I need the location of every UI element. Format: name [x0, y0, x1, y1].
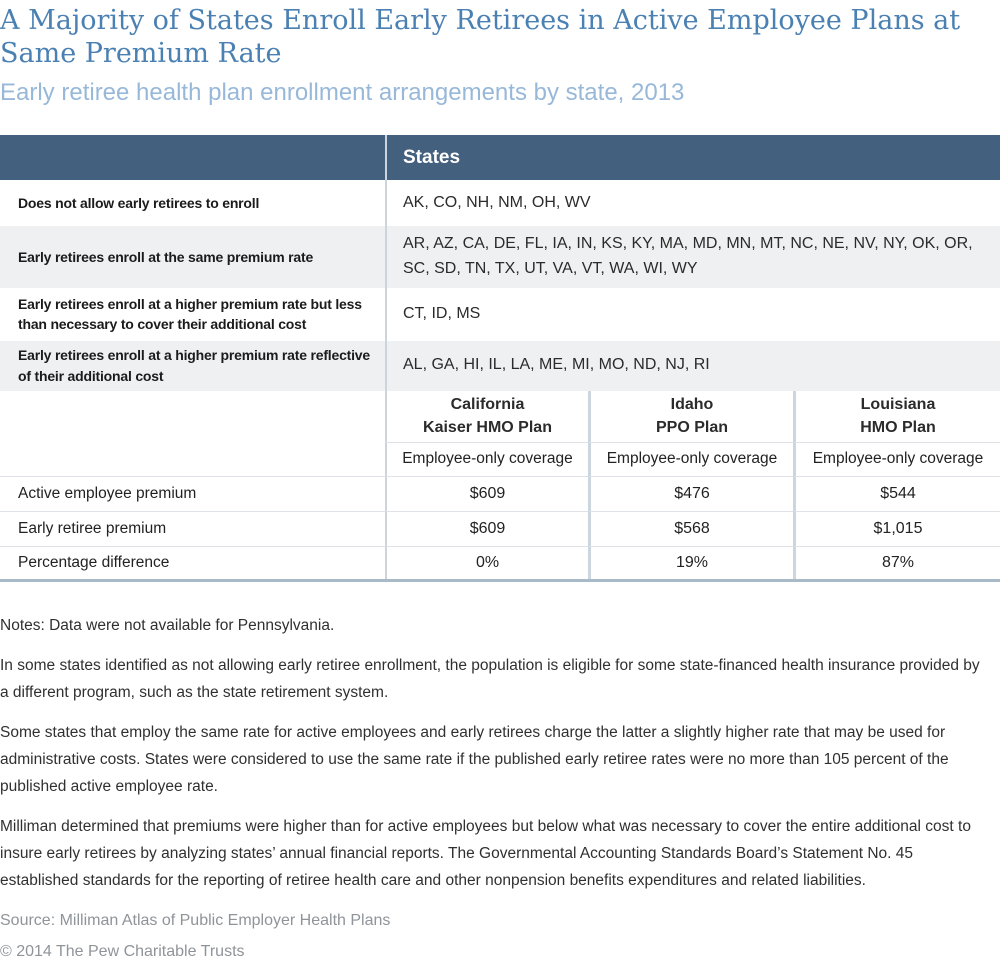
table-row: Does not allow early retirees to enroll …: [0, 180, 1000, 226]
enrollment-table: States Does not allow early retirees to …: [0, 135, 1000, 582]
coverage-cell: Employee-only coverage: [588, 441, 793, 476]
metric-label: Early retiree premium: [0, 510, 385, 546]
coverage-cell: Employee-only coverage: [793, 441, 1000, 476]
empty-cell: [0, 441, 385, 476]
category-label: Early retirees enroll at the same premiu…: [18, 248, 314, 265]
plan-name-california: California Kaiser HMO Plan: [385, 390, 588, 442]
plan-state: Idaho: [670, 395, 714, 413]
category-states: AL, GA, HI, IL, LA, ME, MI, MO, ND, NJ, …: [385, 340, 1000, 391]
table-row: Early retirees enroll at a higher premiu…: [0, 340, 1000, 391]
category-label: Early retirees enroll at a higher premiu…: [18, 347, 370, 384]
note-paragraph: Notes: Data were not available for Penns…: [0, 616, 335, 634]
page-subtitle: Early retiree health plan enrollment arr…: [0, 79, 685, 106]
note-paragraph: Some states that employ the same rate fo…: [0, 723, 949, 795]
metric-label: Active employee premium: [0, 475, 385, 511]
plan-name-idaho: Idaho PPO Plan: [588, 390, 793, 442]
header-states-cell: States: [385, 135, 1000, 180]
active-premium-louisiana: $544: [793, 475, 1000, 511]
retiree-premium-idaho: $568: [588, 510, 793, 546]
plan-comparison-table: California Kaiser HMO Plan Idaho PPO Pla…: [0, 390, 1000, 579]
header-empty-cell: [0, 135, 385, 180]
note-paragraph: Milliman determined that premiums were h…: [0, 817, 971, 889]
copyright-line: © 2014 The Pew Charitable Trusts: [0, 942, 245, 960]
category-states: AR, AZ, CA, DE, FL, IA, IN, KS, KY, MA, …: [385, 226, 1000, 288]
plan-name-louisiana: Louisiana HMO Plan: [793, 390, 1000, 442]
coverage-cell: Employee-only coverage: [385, 441, 588, 476]
notes-section: Notes: Data were not available for Penns…: [0, 612, 1000, 894]
plan-type: HMO Plan: [860, 419, 936, 437]
plan-state: California: [450, 395, 525, 413]
category-states: CT, ID, MS: [385, 287, 1000, 341]
active-premium-idaho: $476: [588, 475, 793, 511]
plan-type: Kaiser HMO Plan: [423, 419, 552, 437]
page-title: A Majority of States Enroll Early Retire…: [0, 5, 961, 69]
note-paragraph: In some states identified as not allowin…: [0, 656, 980, 701]
pct-difference-idaho: 19%: [588, 545, 793, 579]
plan-state: Louisiana: [860, 395, 936, 413]
pct-difference-louisiana: 87%: [793, 545, 1000, 579]
category-states: AK, CO, NH, NM, OH, WV: [385, 180, 1000, 226]
plan-type: PPO Plan: [655, 419, 729, 437]
category-label: Early retirees enroll at a higher premiu…: [18, 295, 362, 333]
empty-cell: [0, 390, 385, 442]
source-line: Source: Milliman Atlas of Public Employe…: [0, 911, 391, 929]
metric-label: Percentage difference: [0, 545, 385, 579]
table-row: Early retirees enroll at a higher premiu…: [0, 287, 1000, 341]
retiree-premium-california: $609: [385, 510, 588, 546]
retiree-premium-louisiana: $1,015: [793, 510, 1000, 546]
table-header-row: States: [0, 135, 1000, 180]
pct-difference-california: 0%: [385, 545, 588, 579]
active-premium-california: $609: [385, 475, 588, 511]
category-label: Does not allow early retirees to enroll: [18, 194, 260, 211]
table-row: Early retirees enroll at the same premiu…: [0, 226, 1000, 288]
